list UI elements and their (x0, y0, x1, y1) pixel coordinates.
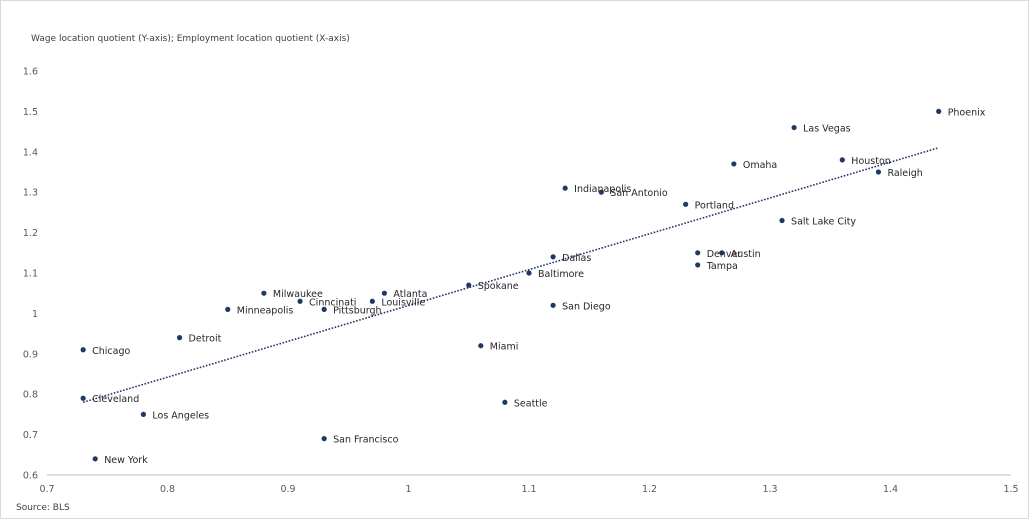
data-point (261, 290, 267, 296)
point-label: San Diego (562, 301, 611, 312)
point-label: New York (104, 455, 148, 466)
data-point (92, 456, 98, 462)
data-point (683, 201, 689, 207)
data-point (526, 270, 532, 276)
y-tick-label: 0.6 (23, 471, 38, 482)
data-point (839, 157, 845, 163)
point-label: Atlanta (393, 289, 427, 300)
data-point (466, 282, 472, 288)
y-tick-label: 1.6 (23, 67, 38, 78)
point-label: Baltimore (538, 269, 584, 280)
data-point (695, 262, 701, 268)
data-point (550, 302, 556, 308)
point-label: Cleveland (92, 394, 139, 405)
point-label: Austin (731, 249, 761, 260)
point-label: Cinncinati (309, 297, 356, 308)
data-point (321, 436, 327, 442)
point-label: San Antonio (610, 188, 668, 199)
point-label: Salt Lake City (791, 216, 856, 227)
x-tick-label: 1 (405, 484, 411, 495)
x-tick-label: 0.7 (39, 484, 54, 495)
data-point (562, 185, 568, 191)
y-tick-label: 1.1 (23, 269, 38, 280)
data-point (176, 335, 183, 341)
point-label: Indianapolis (574, 184, 631, 195)
y-tick-label: 0.8 (23, 390, 38, 401)
y-tick-label: 1.5 (23, 107, 38, 118)
data-point (478, 343, 484, 349)
data-point (80, 395, 86, 401)
x-tick-label: 1.2 (642, 484, 657, 495)
data-point (381, 290, 387, 296)
x-tick-label: 1.1 (521, 484, 536, 495)
point-label: Chicago (92, 346, 130, 357)
point-label: Phoenix (948, 107, 986, 118)
y-tick-label: 1.3 (23, 188, 38, 199)
data-point (321, 306, 327, 312)
data-point (731, 161, 737, 167)
data-point (550, 254, 556, 260)
point-label: Milwaukee (273, 289, 323, 300)
point-label: Omaha (743, 160, 777, 171)
data-point (369, 298, 375, 304)
y-tick-label: 1.2 (23, 228, 38, 239)
y-tick-labels: 0.6 0.7 0.8 0.9 1 1.1 1.2 1.3 1.4 1.5 1.6 (23, 67, 38, 482)
data-point (936, 108, 942, 114)
x-tick-label: 0.8 (160, 484, 175, 495)
data-point (779, 217, 785, 224)
point-label: Los Angeles (152, 410, 209, 421)
y-tick-label: 0.7 (23, 430, 38, 441)
x-tick-label: 1.3 (762, 484, 777, 495)
point-label: San Francisco (333, 435, 398, 446)
point-label: Raleigh (887, 168, 922, 179)
data-point (297, 298, 303, 304)
x-tick-label: 1.4 (883, 484, 898, 495)
point-label: Louisville (381, 297, 425, 308)
point-label: Denver (707, 249, 742, 260)
point-label: Seattle (514, 398, 548, 409)
data-points (80, 108, 942, 462)
data-point (875, 169, 882, 175)
data-point (225, 306, 231, 312)
x-tick-label: 1.5 (1003, 484, 1018, 495)
data-point (598, 189, 604, 195)
y-tick-label: 1 (32, 309, 38, 320)
point-label: Dallas (562, 253, 591, 264)
y-tick-label: 0.9 (23, 349, 38, 360)
data-point (791, 124, 797, 131)
point-label: Portland (695, 200, 734, 211)
point-label: Houston (851, 156, 890, 167)
data-point (695, 250, 701, 256)
y-tick-label: 1.4 (23, 147, 38, 158)
source-note: Source: BLS (16, 503, 70, 513)
data-point (80, 347, 86, 353)
x-tick-label: 0.9 (280, 484, 295, 495)
data-point (502, 399, 508, 405)
trendline (82, 146, 939, 404)
point-label: Miami (490, 342, 519, 353)
point-label: Las Vegas (803, 124, 851, 135)
point-label: Pittsburgh (333, 305, 381, 316)
point-label: Tampa (706, 261, 738, 272)
point-label: Detroit (189, 334, 222, 345)
point-label: Minneapolis (237, 305, 294, 316)
point-label: Spokane (478, 281, 519, 292)
chart-title: Wage location quotient (Y-axis); Employm… (31, 34, 350, 44)
data-point (719, 250, 725, 256)
x-tick-labels: 0.7 0.8 0.9 1 1.1 1.2 1.3 1.4 1.5 (39, 484, 1018, 495)
data-point (140, 411, 146, 417)
